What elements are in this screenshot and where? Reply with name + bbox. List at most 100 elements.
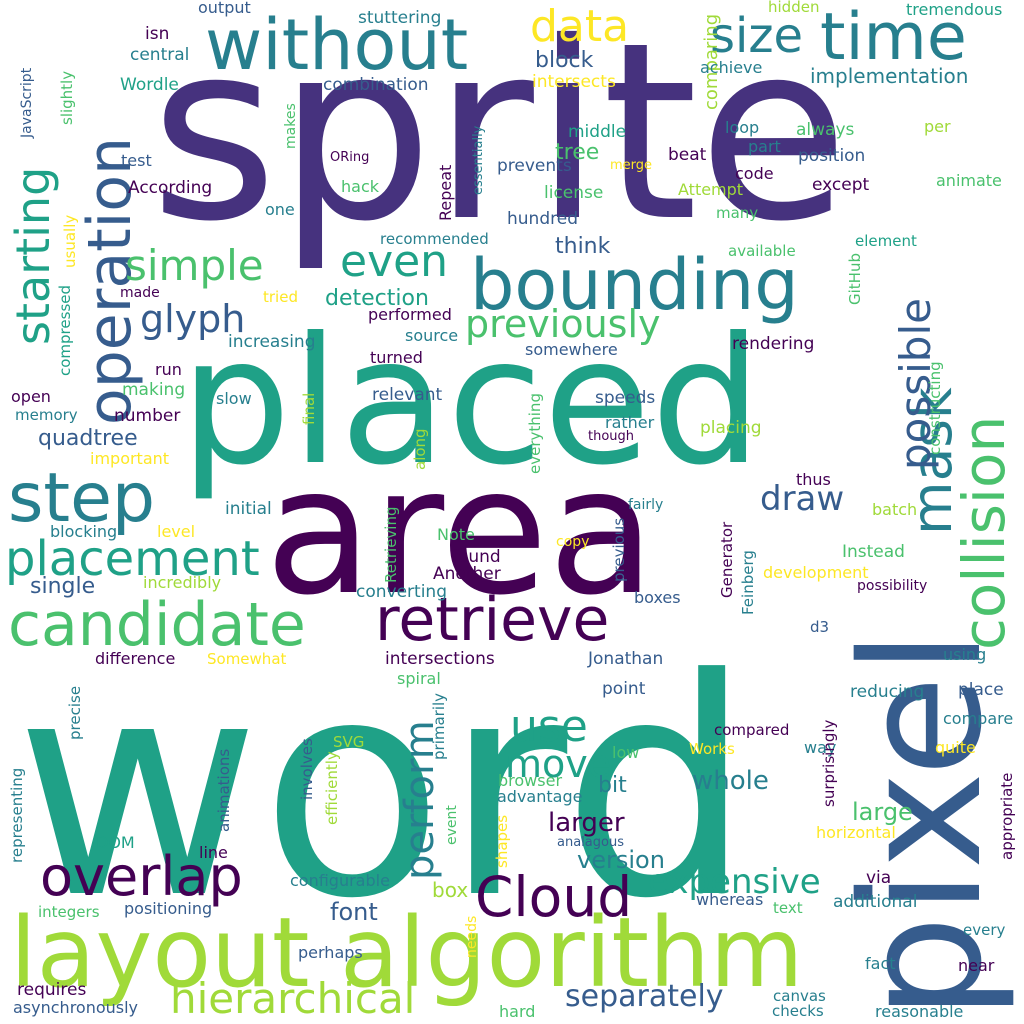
word-part: part xyxy=(748,137,781,156)
word-run: run xyxy=(155,360,182,379)
word-intersections: intersections xyxy=(385,649,495,669)
word-note: Note xyxy=(437,525,475,544)
word-hierarchical: hierarchical xyxy=(170,974,416,1023)
word-possibility: possibility xyxy=(857,578,928,594)
word-according: According xyxy=(128,178,213,198)
word-per: per xyxy=(924,117,951,136)
word-near: near xyxy=(958,956,995,975)
word-text: text xyxy=(773,899,803,917)
word-available: available xyxy=(728,242,796,260)
word-thus: thus xyxy=(796,470,831,489)
word-separately: separately xyxy=(565,979,724,1014)
word-element: element xyxy=(855,232,917,250)
word-placed: placed xyxy=(180,301,762,504)
word-oring: ORing xyxy=(330,150,370,165)
word-hack: hack xyxy=(341,177,380,196)
word-open: open xyxy=(11,387,51,406)
word-making: making xyxy=(122,380,186,400)
word-step: step xyxy=(8,459,156,538)
word-number: number xyxy=(114,406,181,426)
word-tree: tree xyxy=(555,140,600,165)
word-rather: rather xyxy=(605,413,655,432)
word-using: using xyxy=(943,645,987,664)
word-repeat: Repeat xyxy=(436,164,455,221)
word-batch: batch xyxy=(872,500,918,519)
word-simple: simple xyxy=(125,241,264,290)
word-development: development xyxy=(763,563,869,582)
word-configurable: configurable xyxy=(290,871,390,890)
word-increasing: increasing xyxy=(228,332,316,352)
word-slightly: slightly xyxy=(58,70,76,125)
word-generator: Generator xyxy=(718,521,736,598)
word-appropriate: appropriate xyxy=(998,772,1016,860)
word-constructing: constructing xyxy=(926,361,944,455)
word-another: Another xyxy=(433,564,501,584)
word-advantage: advantage xyxy=(497,787,583,806)
word-surprisingly: surprisingly xyxy=(820,719,838,807)
word-larger: larger xyxy=(548,808,625,838)
word-representing: representing xyxy=(8,767,26,863)
word-central: central xyxy=(130,45,190,65)
word-requires: requires xyxy=(17,980,87,1000)
word-though: though xyxy=(588,429,635,444)
word-many: many xyxy=(716,204,759,222)
word-additional: additional xyxy=(833,892,918,912)
word-memory: memory xyxy=(15,406,78,424)
word-copy: copy xyxy=(556,534,590,550)
word-combination: combination xyxy=(323,75,429,95)
word-d3: d3 xyxy=(810,618,830,636)
word-tremendous: tremendous xyxy=(906,0,1003,19)
word-blocking: blocking xyxy=(50,522,118,541)
word-dom: DOM xyxy=(96,833,135,852)
word-time: time xyxy=(820,0,967,75)
word-somewhere: somewhere xyxy=(525,340,618,359)
word-use: use xyxy=(510,701,588,752)
word-incredibly: incredibly xyxy=(143,573,222,592)
word-shapes: shapes xyxy=(493,814,511,868)
word-animations: animations xyxy=(215,748,233,832)
word-found: found xyxy=(452,547,501,567)
word-quite: quite xyxy=(935,738,976,757)
word-along: along xyxy=(411,428,429,470)
word-feinberg: Feinberg xyxy=(739,550,757,615)
word-fairly: fairly xyxy=(628,497,664,513)
word-middle: middle xyxy=(568,122,627,142)
word-achieve: achieve xyxy=(700,58,763,77)
word-without: without xyxy=(205,4,469,86)
word-performed: performed xyxy=(368,305,452,324)
word-cloud: Cloud xyxy=(475,865,633,929)
word-position: position xyxy=(798,146,866,166)
word-draw: draw xyxy=(760,479,845,519)
word-perhaps: perhaps xyxy=(298,943,363,962)
word-somewhat: Somewhat xyxy=(207,650,287,668)
word-needs: needs xyxy=(464,915,480,958)
word-spiral: spiral xyxy=(397,669,441,688)
word-made: made xyxy=(120,285,160,301)
word-always: always xyxy=(796,120,855,140)
word-data: data xyxy=(530,1,630,52)
word-attempt: Attempt xyxy=(678,180,744,199)
word-animate: animate xyxy=(936,171,1002,190)
word-placement: placement xyxy=(5,531,260,587)
word-github: GitHub xyxy=(846,253,864,305)
word-source: source xyxy=(405,326,459,345)
word-initial: initial xyxy=(225,499,272,519)
word-usually: usually xyxy=(61,214,79,268)
word-quadtree: quadtree xyxy=(38,426,138,451)
word-converting: converting xyxy=(356,582,447,602)
word-word: word xyxy=(15,615,753,964)
word-layout-algorithm: layout algorithm xyxy=(10,897,804,1009)
word-difference: difference xyxy=(95,649,176,668)
word-single: single xyxy=(30,574,96,599)
word-retrieve: retrieve xyxy=(375,585,610,655)
word-compressed: compressed xyxy=(56,284,74,376)
word-essentially: essentially xyxy=(471,125,486,195)
word-reasonable: reasonable xyxy=(875,1002,964,1021)
word-overlap: overlap xyxy=(40,845,243,908)
word-rendering: rendering xyxy=(732,334,815,354)
word-slow: slow xyxy=(216,389,252,408)
word-previous: previous xyxy=(610,517,628,582)
word-loop: loop xyxy=(725,118,760,137)
word-every: every xyxy=(963,921,1006,939)
word-important: important xyxy=(90,449,170,468)
